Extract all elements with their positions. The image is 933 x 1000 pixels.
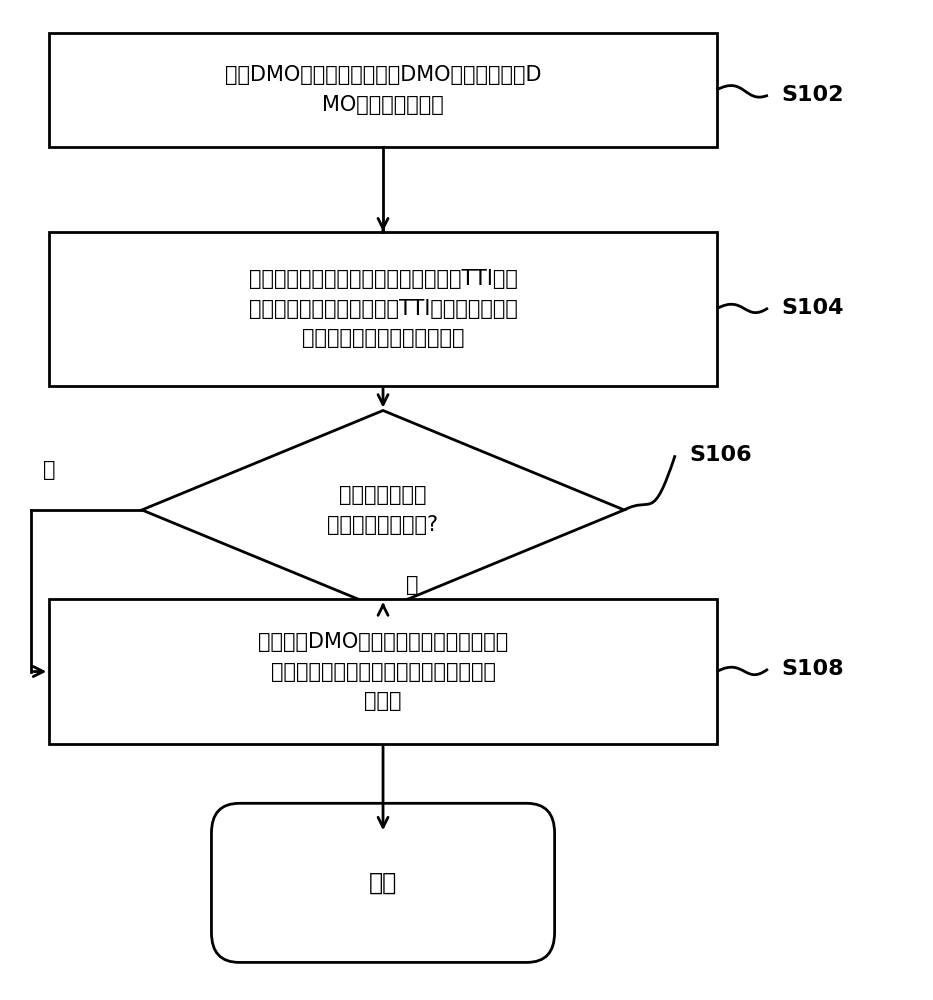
Text: 结束: 结束 bbox=[369, 871, 397, 895]
Text: 获取为数据传输配置的传输时间间隔（TTI）及
时隙配置信息，根据配置的TTI和该时隙配置信
息，确定配置的数据传输时机: 获取为数据传输配置的传输时间间隔（TTI）及 时隙配置信息，根据配置的TTI和该… bbox=[248, 269, 518, 348]
Polygon shape bbox=[142, 410, 624, 609]
Text: S104: S104 bbox=[782, 298, 844, 318]
Text: S108: S108 bbox=[782, 659, 844, 679]
FancyBboxPatch shape bbox=[49, 33, 717, 147]
Text: 测量时机与数据
传输时机存在冲突?: 测量时机与数据 传输时机存在冲突? bbox=[327, 485, 439, 535]
Text: 是: 是 bbox=[406, 575, 419, 595]
Text: S106: S106 bbox=[689, 445, 752, 465]
Text: 否: 否 bbox=[43, 460, 55, 480]
FancyBboxPatch shape bbox=[49, 232, 717, 386]
Text: 调整所述DMO配置信息中的配置参数，使
得所述测量时机与所述数据传输时机不存
在冲突: 调整所述DMO配置信息中的配置参数，使 得所述测量时机与所述数据传输时机不存 在… bbox=[258, 632, 508, 711]
Text: S102: S102 bbox=[782, 85, 844, 105]
FancyBboxPatch shape bbox=[212, 803, 554, 962]
Text: 获取DMO配置信息，根据该DMO配置信息确定D
MO配置的测量时机: 获取DMO配置信息，根据该DMO配置信息确定D MO配置的测量时机 bbox=[225, 65, 541, 115]
FancyBboxPatch shape bbox=[49, 599, 717, 744]
